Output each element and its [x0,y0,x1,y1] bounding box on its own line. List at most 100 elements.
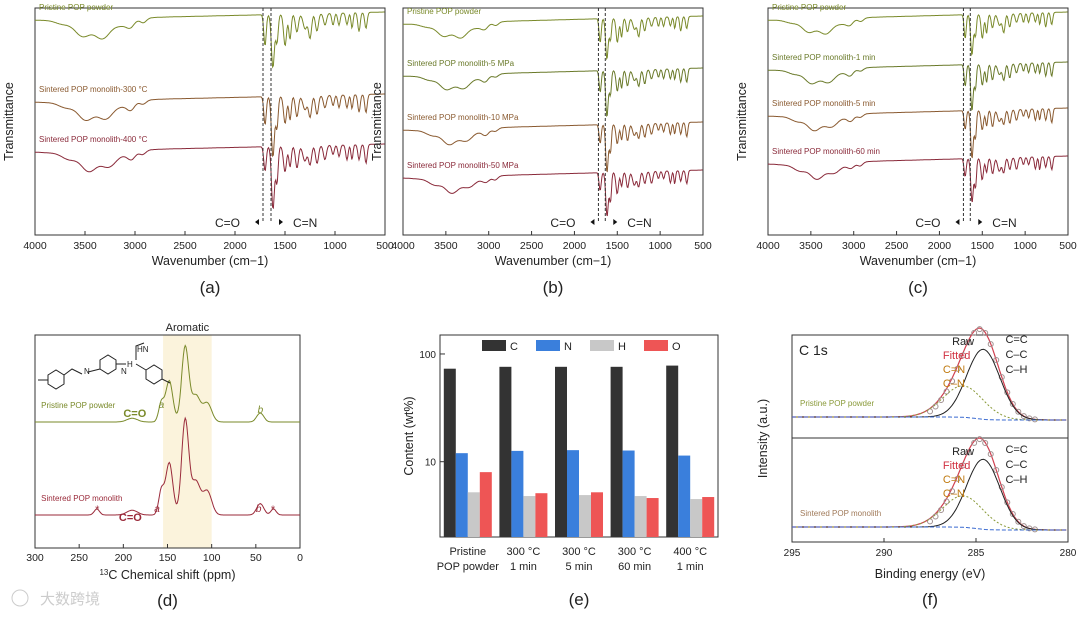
region-label: Aromatic [166,322,210,334]
series-label: Pristine POP powder [39,3,113,12]
y-axis-label: Transmittance [2,82,16,161]
spectrum-line [768,107,1068,159]
panel-label: (e) [569,590,590,609]
x-tick-label: 290 [876,548,893,559]
x-tick-label: 1000 [648,240,672,252]
raw-data-point [1020,413,1027,420]
raw-data-point [1015,518,1022,525]
spectrum-line [768,61,1068,112]
y-axis-label: Transmittance [370,82,384,161]
atom-label: HN [137,345,149,354]
raw-data-point [987,451,994,458]
x-tick-label: 250 [70,552,88,564]
x-tick-label: 3500 [799,240,823,252]
annotation-cn: C=N [992,216,1016,230]
y-tick-label: 100 [419,350,436,361]
bar-C [666,365,679,537]
bar-O [591,492,603,537]
cc-label: C=C [1005,444,1027,456]
spectrum-line [34,11,385,69]
series-label: Pristine POP powder [407,7,481,16]
x-tick-label: 1500 [273,240,297,252]
x-tick-label: 1000 [1013,240,1037,252]
spectrum-line [403,67,703,118]
raw-label: Raw [952,446,974,458]
bar-N [678,455,691,537]
x-tick-label: 500 [1059,240,1077,252]
peak-label-co: C=O [123,408,146,420]
atom-label: N [84,367,90,376]
raw-data-point [976,436,983,443]
x-tick-label: 2000 [928,240,952,252]
peak-label-b: b [256,504,262,515]
raw-data-point [1020,523,1027,530]
series-label: Sintered POP monolith-1 min [772,53,875,62]
molecular-structure-icon [38,342,171,390]
cc-label: C–H [1005,474,1027,486]
spinning-sideband-marker: * [271,504,276,516]
spectrum-line [403,169,703,217]
x-tick-label: 3500 [434,240,458,252]
raw-data-point [949,378,956,385]
raw-data-point [932,403,939,410]
bar-H [523,496,536,537]
category-label: POP powder [437,561,500,573]
peak-label-a: a [159,400,165,411]
nmr-spectrum-line [35,344,300,423]
series-label: Sintered POP monolith [41,494,122,503]
series-label: Sintered POP monolith-400 °C [39,135,148,144]
annotation-co: C=O [550,216,575,230]
panel-label: (f) [922,590,938,609]
raw-data-point [965,449,972,456]
legend-swatch [536,340,560,351]
raw-data-point [927,408,933,415]
raw-data-point [1026,415,1033,422]
bar-H [634,496,647,537]
bar-C [610,366,623,537]
bar-H [579,495,591,537]
cc-label: C–C [1005,349,1027,361]
cn-label: C–N [943,378,965,390]
category-label: 300 °C [507,546,541,558]
nmr-spectrum-line [35,416,300,516]
legend-label: O [672,341,681,353]
x-tick-label: 300 [26,552,44,564]
spectrum-line [768,155,1068,203]
x-tick-label: 200 [115,552,133,564]
x-tick-label: 50 [250,552,262,564]
watermark: 大数跨境 [40,590,100,608]
panel-label: (d) [157,591,178,610]
raw-label: Raw [952,336,974,348]
bar-O [479,472,492,537]
bar-N [567,450,579,537]
legend-label: N [564,341,572,353]
spectrum-line [403,15,703,61]
category-label: 300 °C [562,546,596,558]
series-label: Sintered POP monolith-10 MPa [407,113,519,122]
raw-data-point [1026,525,1033,532]
x-tick-label: 500 [694,240,712,252]
raw-data-point [932,513,939,520]
y-axis-label: Content (wt%) [402,396,416,475]
x-tick-label: 0 [297,552,303,564]
x-tick-label: 100 [203,552,221,564]
x-tick-label: 1000 [323,240,347,252]
raw-data-point [949,488,956,495]
x-tick-label: 3500 [73,240,97,252]
raw-data-point [954,475,961,482]
legend-swatch [644,340,668,351]
annotation-cn: C=N [627,216,651,230]
x-tick-label: 4000 [391,240,415,252]
cn-label: C=N [943,364,965,376]
background-curve [792,416,1067,421]
x-tick-label: 4000 [756,240,780,252]
spectrum-line [34,93,385,158]
legend-label: H [618,341,626,353]
plot-frame [34,7,386,236]
category-label: 5 min [566,561,593,573]
bar-O [646,498,659,537]
spectrum-line [768,11,1068,57]
bar-C [555,366,567,537]
bar-O [702,497,715,537]
